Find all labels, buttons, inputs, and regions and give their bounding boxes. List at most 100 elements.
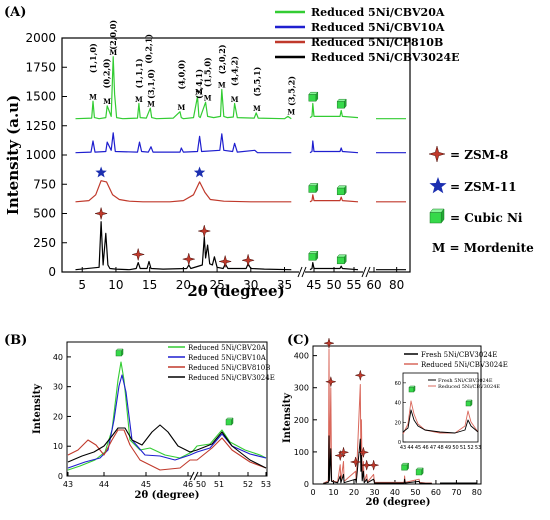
panel-a-break-mark	[301, 266, 307, 278]
panel-b-series-black	[67, 424, 267, 469]
panel-a-ytick-label: 500	[33, 207, 56, 221]
mordenite-marker: M	[287, 108, 295, 117]
cubic-ni-marker	[336, 185, 347, 196]
legend-c-label: Fresh 5Ni/CBV3024E	[421, 351, 497, 359]
cubic-ni-marker-side	[315, 250, 319, 262]
panel-a-label: (A)	[4, 5, 26, 20]
inset-xtick-label: 51	[460, 445, 466, 451]
panel-b-series-blue	[67, 374, 267, 469]
panel-a-break-gap	[363, 266, 369, 278]
side-legend-zsm8-label: = ZSM-8	[450, 148, 508, 162]
mordenite-marker: M	[135, 95, 143, 104]
panel-c-cubic-ni-marker	[401, 462, 410, 471]
inset-series-reduced	[402, 400, 479, 435]
zsm8-star-marker	[181, 252, 196, 267]
panel-c-inset-frame	[402, 372, 479, 443]
side-legend-cubic-ni-icon	[429, 208, 445, 224]
panel-c-ytick-label: 400	[294, 352, 309, 361]
mordenite-marker: M	[204, 94, 212, 103]
mordenite-marker: M	[109, 48, 117, 57]
panel-a-xtick-label: 30	[243, 278, 258, 292]
panel-b-series-green	[67, 361, 267, 471]
panel-a-xtick-label: 60	[366, 278, 381, 292]
series-line-green	[75, 56, 292, 120]
mordenite-marker: M	[253, 104, 261, 113]
inset-cubic-ni-marker-side	[470, 399, 473, 407]
side-legend-cubic-ni-icon-side	[440, 208, 445, 224]
side-legend-cubic-ni-label: = Cubic Ni	[450, 211, 523, 225]
cubic-ni-marker-front	[308, 185, 317, 193]
inset-ytick-label: 0	[398, 440, 401, 446]
zsm11-star-marker	[95, 166, 107, 178]
inset-xtick-label: 47	[430, 445, 436, 451]
panel-b-cubic-ni-marker-side	[121, 348, 124, 357]
peak-annotation-hkl: (3,1,0)	[146, 69, 156, 99]
series-line-red	[75, 180, 292, 203]
panel-b-xtick-label: 46	[183, 480, 193, 489]
panel-c-xtick-label: 0	[310, 488, 315, 497]
inset-xtick-label: 50	[452, 445, 458, 451]
inset-xtick-label: 52	[467, 445, 473, 451]
series-line-blue	[75, 132, 292, 154]
mordenite-marker: M	[231, 95, 239, 104]
panel-c-xtick-label: 60	[431, 488, 441, 497]
panel-c-xtick-label: 10	[328, 488, 338, 497]
panel-a-ytick-label: 1500	[25, 90, 56, 104]
inset-xtick-label: 49	[445, 445, 451, 451]
side-legend-mordenite-label: M = Mordenite	[432, 241, 534, 255]
panel-b-xtick-label: 43	[63, 480, 73, 489]
zsm8-star-marker	[197, 224, 212, 239]
series-break-line-green	[309, 102, 359, 119]
panel-b-xtick-label: 45	[141, 480, 151, 489]
panel-a-ytick-label: 250	[33, 236, 56, 250]
panel-c-xtick-label: 50	[410, 488, 420, 497]
panel-c-xlabel: 2θ (degree)	[366, 497, 431, 508]
panel-b-ytick-label: 0	[58, 472, 63, 481]
panel-b-ylabel: Intensity	[32, 383, 43, 434]
panel-a-xtick-label: 80	[389, 278, 404, 292]
cubic-ni-marker	[336, 98, 347, 109]
panel-c-xtick-label: 70	[451, 488, 461, 497]
peak-annotation-hkl: (2,4,1)	[194, 69, 204, 99]
series-break-line-red	[309, 194, 359, 203]
panel-a-xtick-label: 45	[306, 278, 321, 292]
panel-b-xtick-label: 53	[261, 480, 271, 489]
panel-a-ytick-label: 2000	[25, 31, 56, 45]
panel-b-xlabel: 2θ (degree)	[135, 490, 200, 501]
cubic-ni-marker-side	[344, 254, 347, 265]
side-legend-cubic-ni-icon-front	[429, 212, 442, 224]
zsm8-star-marker	[131, 247, 146, 262]
panel-c-cubic-ni-marker	[415, 467, 424, 476]
inset-series-fresh	[402, 409, 479, 434]
panel-c-zsm8-marker	[349, 455, 362, 468]
panel-b-label: (B)	[4, 333, 27, 348]
panel-c-ytick-label: 0	[304, 480, 309, 489]
panel-b-cubic-ni-marker-front	[115, 350, 122, 357]
inset-ytick-label: 20	[395, 420, 401, 426]
inset-xtick-label: 46	[422, 445, 428, 451]
legend-a-label: Reduced 5Ni/CBV3024E	[311, 51, 460, 64]
cubic-ni-marker-front	[336, 101, 345, 109]
inset-cubic-ni-marker	[465, 399, 473, 407]
panel-b-break-mark	[189, 471, 195, 481]
side-legend-zsm8-icon	[428, 145, 446, 163]
cubic-ni-marker-side	[315, 91, 319, 102]
panel-a-xtick-label: 10	[108, 278, 123, 292]
mordenite-marker: M	[89, 92, 97, 101]
zsm8-star-marker	[218, 254, 233, 269]
panel-a-xtick-label: 50	[326, 278, 341, 292]
panel-c-zsm8-marker	[323, 337, 335, 350]
panel-c-zsm8-marker	[367, 459, 380, 472]
legend-a-label: Reduced 5Ni/CBV20A	[311, 6, 445, 19]
panel-b-xtick-label: 51	[214, 480, 224, 489]
inset-legend-label: Reduced 5Ni/CBV3024E	[438, 384, 500, 390]
legend-b-label: Reduced 5Ni/CBV3024E	[188, 374, 275, 382]
panel-c-cubic-ni-marker-front	[401, 464, 408, 471]
panel-c-ytick-label: 200	[294, 416, 309, 425]
panel-a-ytick-label: 1250	[25, 119, 56, 133]
cubic-ni-marker-front	[336, 187, 345, 196]
zsm8-star-marker	[94, 206, 109, 221]
panel-c-zsm8-marker	[354, 369, 367, 382]
inset-cubic-ni-marker-front	[465, 401, 472, 407]
peak-annotation-hkl: (0,2,1)	[143, 34, 153, 64]
